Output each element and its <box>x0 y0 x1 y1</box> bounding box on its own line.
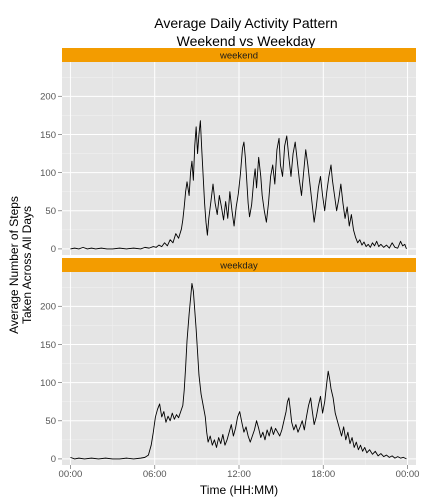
panel-weekend: weekend 0 50 100 150 200 <box>40 48 416 255</box>
series-line-weekday <box>70 282 407 460</box>
series-line-weekend <box>70 120 407 250</box>
x-tick-label: 00:00 <box>396 469 420 480</box>
y-tick-label: 50 <box>45 416 56 427</box>
x-axis-title: Time (HH:MM) <box>200 483 278 497</box>
strip-label-weekday: weekday <box>219 261 258 272</box>
y-tick-label: 200 <box>40 302 56 313</box>
y-tick-label: 0 <box>51 244 56 255</box>
y-tick-label: 100 <box>40 378 56 389</box>
y-tick-label: 50 <box>45 206 56 217</box>
y-axis-title-line2: Taken Across All Days <box>20 206 34 324</box>
x-tick-label: 06:00 <box>143 469 167 480</box>
facet-panels: weekend 0 50 100 150 200 weekday 0 50 100 150 200 00… <box>40 48 419 480</box>
chart-title: Average Daily Activity Pattern <box>154 15 337 31</box>
y-tick-label: 200 <box>40 92 56 103</box>
strip-label-weekend: weekend <box>219 51 258 62</box>
x-tick-label: 00:00 <box>59 469 83 480</box>
x-tick-label: 18:00 <box>311 469 335 480</box>
y-tick-label: 150 <box>40 130 56 141</box>
strip-weekday <box>62 258 416 272</box>
panel-weekday: weekday 0 50 100 150 200 <box>40 258 416 465</box>
chart-subtitle: Weekend vs Weekday <box>177 33 316 49</box>
y-tick-label: 150 <box>40 340 56 351</box>
y-tick-label: 0 <box>51 454 56 465</box>
x-tick-label: 12:00 <box>227 469 251 480</box>
y-tick-label: 100 <box>40 168 56 179</box>
y-axis-title-line1: Average Number of Steps <box>7 196 21 334</box>
strip-weekend <box>62 48 416 62</box>
